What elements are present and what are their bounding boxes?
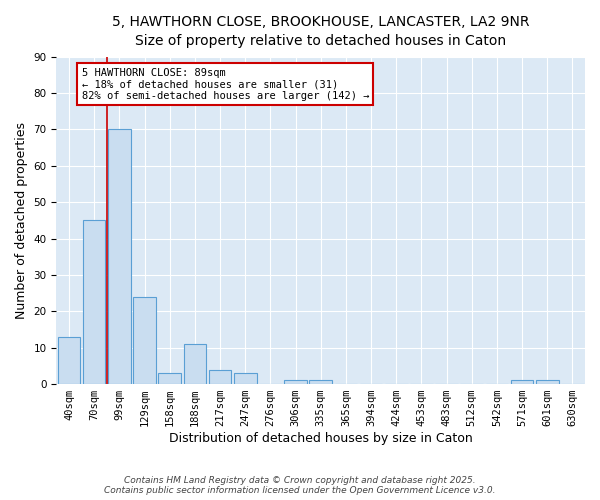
Bar	[184, 344, 206, 384]
Bar	[158, 373, 181, 384]
Text: 5 HAWTHORN CLOSE: 89sqm
← 18% of detached houses are smaller (31)
82% of semi-de: 5 HAWTHORN CLOSE: 89sqm ← 18% of detache…	[82, 68, 369, 100]
Text: Contains HM Land Registry data © Crown copyright and database right 2025.
Contai: Contains HM Land Registry data © Crown c…	[104, 476, 496, 495]
Bar	[536, 380, 559, 384]
Bar	[108, 130, 131, 384]
Bar	[310, 380, 332, 384]
Bar	[511, 380, 533, 384]
X-axis label: Distribution of detached houses by size in Caton: Distribution of detached houses by size …	[169, 432, 473, 445]
Bar	[284, 380, 307, 384]
Bar	[133, 297, 156, 384]
Bar	[83, 220, 106, 384]
Title: 5, HAWTHORN CLOSE, BROOKHOUSE, LANCASTER, LA2 9NR
Size of property relative to d: 5, HAWTHORN CLOSE, BROOKHOUSE, LANCASTER…	[112, 15, 529, 48]
Bar	[209, 370, 232, 384]
Bar	[58, 337, 80, 384]
Bar	[234, 373, 257, 384]
Y-axis label: Number of detached properties: Number of detached properties	[15, 122, 28, 319]
